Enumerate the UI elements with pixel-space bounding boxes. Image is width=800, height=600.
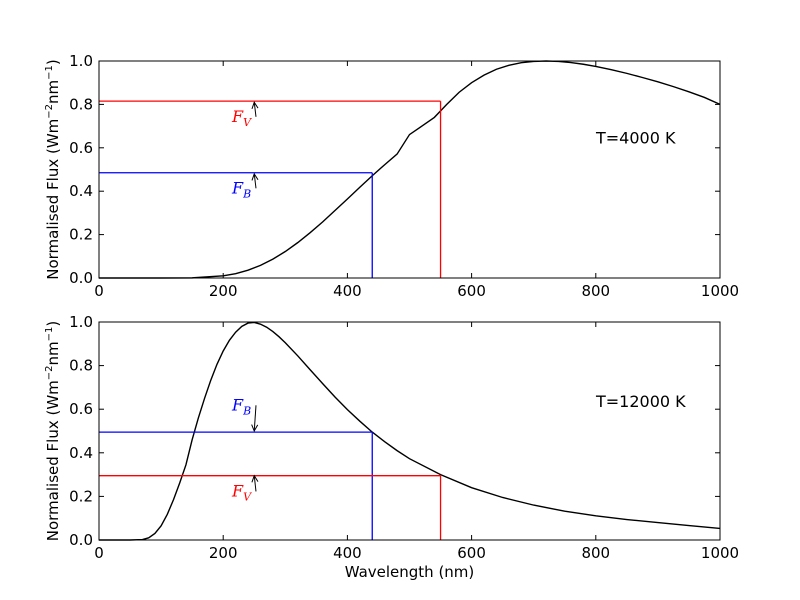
- arrow-head: [251, 172, 259, 181]
- annotation-arrow: [253, 102, 257, 117]
- y-tick-label: 0.0: [69, 269, 93, 287]
- marker-f-v: [99, 100, 442, 278]
- arrow-head: [251, 474, 259, 483]
- y-tick-label: 0.2: [69, 487, 93, 505]
- temperature-label: T=12000 K: [595, 392, 686, 411]
- annotation-arrow: [253, 173, 257, 189]
- y-axis-label: Normalised Flux (Wm−2nm−1): [44, 59, 62, 280]
- arrow-head: [251, 424, 259, 433]
- y-tick-label: 0.8: [69, 95, 93, 113]
- y-tick-label: 0.4: [69, 182, 93, 200]
- marker-f-b: [99, 431, 373, 540]
- marker-f-b: [99, 172, 373, 278]
- y-tick-label: 1.0: [69, 313, 93, 331]
- flux-curve: [99, 60, 721, 279]
- x-tick-label: 400: [333, 282, 362, 300]
- annotation-label: FV: [231, 107, 252, 129]
- panel-bottom: 0 200 400 600 800 1000 0.0 0.2 0.4 0.6 0.8 1.0 Norma…: [44, 313, 739, 581]
- x-tick-label: 600: [457, 544, 486, 562]
- annotation-label: FB: [231, 395, 251, 417]
- annotation-arrow: [253, 405, 257, 432]
- x-tick-label: 1000: [701, 282, 739, 300]
- axes-frame: [98, 60, 721, 279]
- x-tick-label: 800: [581, 544, 610, 562]
- temperature-label: T=4000 K: [595, 128, 676, 147]
- annotation-f-v: FV: [231, 474, 259, 503]
- axes-frame: [98, 321, 721, 541]
- x-tick-label: 200: [209, 282, 238, 300]
- marker-f-v: [99, 475, 442, 540]
- y-tick-label: 0.2: [69, 226, 93, 244]
- x-axis-label: Wavelength (nm): [345, 563, 475, 581]
- x-tick-label: 400: [333, 544, 362, 562]
- x-tick-label: 200: [209, 544, 238, 562]
- annotation-f-v: FV: [231, 101, 259, 129]
- x-tick-label: 0: [94, 282, 104, 300]
- y-tick-label: 0.6: [69, 400, 93, 418]
- y-tick-label: 0.0: [69, 531, 93, 549]
- x-tick-label: 800: [581, 282, 610, 300]
- y-tick-label: 0.8: [69, 357, 93, 375]
- annotation-f-b: FB: [231, 395, 259, 433]
- arrow-head: [251, 101, 259, 110]
- panel-top: 0 200 400 600 800 1000 0.0 0.2 0.4 0.6 0.8 1.0 Norma…: [44, 52, 739, 300]
- y-tick-label: 1.0: [69, 52, 93, 70]
- x-tick-label: 0: [94, 544, 104, 562]
- x-tick-label: 600: [457, 282, 486, 300]
- y-tick-label: 0.6: [69, 139, 93, 157]
- y-axis-label: Normalised Flux (Wm−2nm−1): [44, 321, 62, 542]
- flux-curve: [99, 321, 721, 541]
- x-tick-label: 1000: [701, 544, 739, 562]
- annotation-arrow: [253, 475, 257, 492]
- annotation-f-b: FB: [231, 172, 259, 200]
- annotation-label: FB: [231, 178, 251, 200]
- annotation-label: FV: [231, 481, 252, 503]
- y-tick-label: 0.4: [69, 444, 93, 462]
